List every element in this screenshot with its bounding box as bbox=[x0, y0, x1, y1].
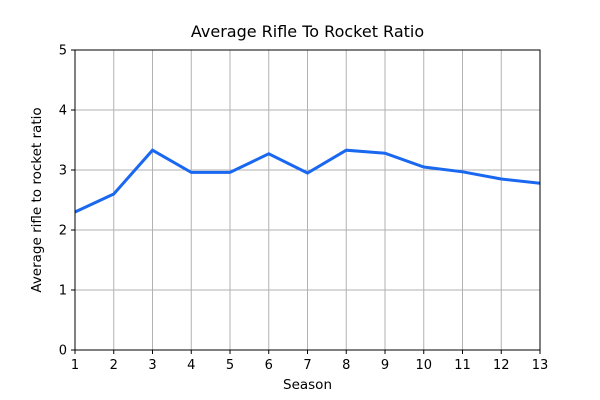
x-tick-label: 3 bbox=[148, 358, 156, 373]
y-axis-label: Average rifle to rocket ratio bbox=[29, 107, 45, 292]
y-tick-label: 3 bbox=[59, 164, 67, 179]
x-tick-label: 13 bbox=[532, 358, 549, 373]
y-tick-label: 2 bbox=[59, 224, 67, 239]
tick-layer bbox=[71, 49, 541, 354]
x-tick-label: 12 bbox=[493, 358, 510, 373]
x-tick-label: 9 bbox=[381, 358, 389, 373]
y-tick-label: 0 bbox=[59, 344, 67, 359]
y-tick-label: 4 bbox=[59, 104, 67, 119]
ratio-line bbox=[74, 148, 541, 214]
chart-title: Average Rifle To Rocket Ratio bbox=[191, 22, 424, 41]
x-tick-label: 7 bbox=[303, 358, 311, 373]
x-tick-label: 11 bbox=[454, 358, 471, 373]
x-tick-label: 4 bbox=[187, 358, 195, 373]
y-tick-label: 1 bbox=[59, 284, 67, 299]
line-series bbox=[74, 148, 541, 214]
x-tick-label: 5 bbox=[226, 358, 234, 373]
x-tick-label: 8 bbox=[342, 358, 350, 373]
x-axis-label: Season bbox=[283, 377, 332, 393]
x-tick-label: 2 bbox=[110, 358, 118, 373]
x-tick-label: 1 bbox=[71, 358, 79, 373]
x-tick-label: 10 bbox=[415, 358, 432, 373]
grid-layer bbox=[74, 49, 541, 351]
x-tick-label: 6 bbox=[265, 358, 273, 373]
y-tick-label: 5 bbox=[59, 44, 67, 59]
